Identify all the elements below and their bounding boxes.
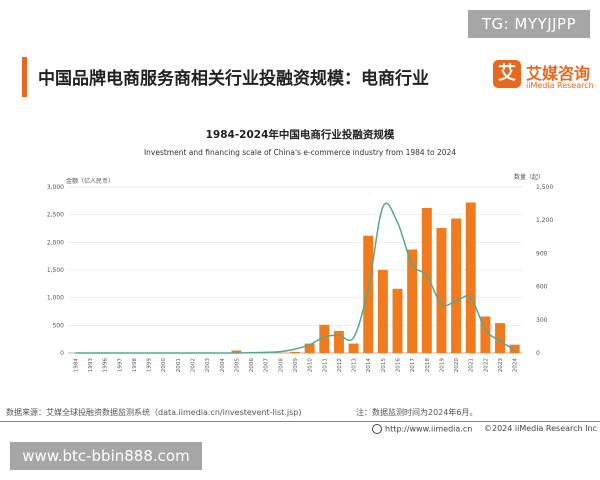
investment-chart: 1984-2024年中国电商行业投融资规模 Investment and fin… [47,128,554,373]
bar-2013 [348,343,359,353]
x-tick-label: 1996 [103,358,109,373]
bar-2024 [509,344,520,353]
right-axis-label: 数量（起） [514,173,544,181]
bar-2017 [407,249,418,353]
left-tick-label: 500 [53,322,65,329]
x-tick-label: 2020 [454,358,460,373]
bar-2011 [319,324,330,353]
footer-divider [0,421,600,422]
x-tick-label: 2017 [410,358,416,373]
x-tick-label: 2012 [337,358,343,372]
x-tick-label: 2007 [264,358,270,373]
tg-badge: TG: MYYJJPP [468,10,590,38]
x-tick-label: 2014 [366,358,372,373]
brand-mark-icon: 艾 [493,60,521,88]
x-tick-label: 2013 [352,358,358,373]
x-tick-label: 2008 [278,358,284,373]
x-tick-label: 2011 [322,358,328,373]
left-tick-label: 3,000 [47,184,64,191]
bar-2016 [392,288,403,353]
data-source-note: 数据来源：艾媒全球投融资数据监测系统（data.iimedia.cn/inves… [6,408,302,417]
monitoring-date-note: 注：数据监测时间为2024年6月。 [356,408,478,417]
x-tick-label: 1984 [73,358,79,373]
bar-2014 [363,235,374,353]
brand-subtitle: iiMedia Research [526,81,594,90]
bar-2021 [465,202,476,353]
x-tick-label: 2000 [161,358,167,373]
right-tick-label: 1,200 [536,217,553,224]
left-tick-label: 0 [60,350,64,357]
x-tick-label: 2022 [483,358,489,372]
watermark-banner: www.btc-bbin888.com [10,442,202,470]
left-tick-label: 1,000 [47,295,64,302]
page-title: 中国品牌电商服务商相关行业投融资规模：电商行业 [38,69,429,89]
x-tick-label: 2015 [381,358,387,373]
x-tick-label: 2021 [469,358,475,373]
x-tick-label: 2018 [425,358,431,373]
x-tick-label: 1997 [117,358,123,373]
x-tick-label: 2009 [293,358,299,373]
bar-2023 [495,323,506,353]
title-accent-bar [22,57,27,97]
x-tick-label: 2019 [439,358,445,373]
x-tick-label: 1999 [147,358,153,373]
bar-2015 [377,270,388,353]
left-tick-label: 1,500 [47,267,64,274]
x-tick-label: 1998 [132,358,138,373]
x-tick-label: 2003 [205,358,211,373]
deal-count-line [75,202,516,354]
x-tick-label: 2010 [308,358,314,373]
bar-2019 [436,227,447,353]
x-tick-label: 2002 [190,358,196,372]
right-tick-label: 300 [536,317,548,324]
globe-icon [372,424,382,434]
brand-name: 艾媒咨询 [526,64,591,83]
x-tick-label: 2004 [220,358,226,373]
chart-title: 1984-2024年中国电商行业投融资规模 [206,128,395,141]
right-tick-label: 1,500 [536,184,553,191]
bar-2005 [231,350,242,353]
bar-2012 [333,330,344,353]
left-axis-label: 金额（亿人民币） [66,177,114,185]
right-tick-label: 0 [536,350,540,357]
x-tick-label: 1993 [88,358,94,373]
left-tick-label: 2,500 [47,212,64,219]
x-tick-label: 2001 [176,358,182,373]
x-tick-label: 2024 [513,358,519,373]
footer-website[interactable]: http://www.iimedia.cn [372,424,472,434]
x-tick-label: 2006 [249,358,255,373]
left-tick-label: 2,000 [47,239,64,246]
bar-2022 [480,316,491,353]
x-tick-label: 2016 [396,358,402,373]
bar-2018 [421,208,432,353]
chart-subtitle: Investment and financing scale of China'… [144,148,456,157]
right-tick-label: 600 [536,284,548,291]
bar-2009 [290,351,300,353]
x-tick-label: 2023 [498,358,504,373]
x-tick-label: 2005 [234,358,240,373]
bar-2020 [451,218,462,353]
footer-copyright: ©2024 iiMedia Research Inc [484,424,597,433]
right-tick-label: 900 [536,250,548,257]
brand-logo: 艾 艾媒咨询 iiMedia Research [493,60,594,96]
bar-2010 [304,343,315,353]
footer-url-text[interactable]: http://www.iimedia.cn [385,424,473,434]
